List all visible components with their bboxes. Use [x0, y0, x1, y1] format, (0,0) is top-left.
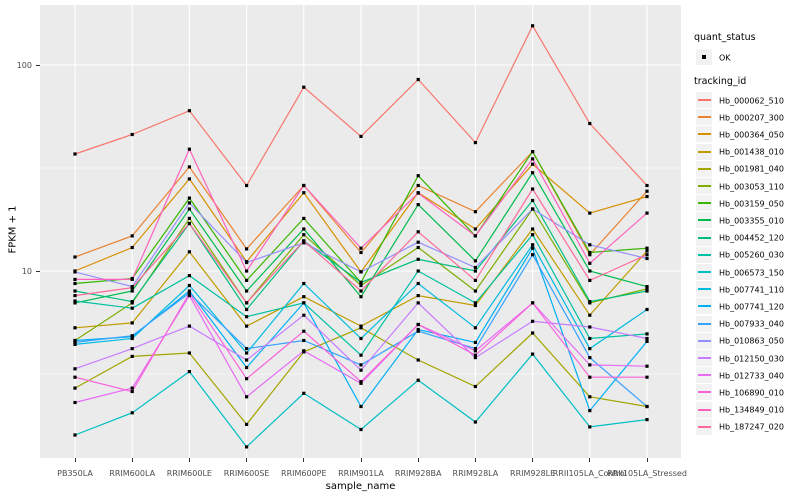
x-axis-tick: [246, 458, 248, 462]
series-line-key-icon: [696, 195, 712, 212]
series-color-line: [697, 391, 711, 394]
x-axis-title: sample_name: [325, 481, 396, 492]
legend-item-label: Hb_000062_510: [719, 96, 784, 105]
y-tick-label: 100: [16, 60, 32, 70]
legend-item-label: Hb_007741_120: [719, 302, 784, 312]
legend-item-label: Hb_010863_050: [719, 336, 784, 346]
legend-item-label: Hb_003159_050: [719, 199, 784, 209]
legend-item-label: Hb_187247_020: [719, 422, 784, 432]
series-line-key-icon: [696, 143, 712, 160]
series-color-line: [697, 374, 711, 377]
series-line-key-icon: [696, 281, 712, 298]
plot-panel: [40, 5, 681, 458]
series-color-line: [697, 133, 711, 136]
legend-item-label: Hb_106890_010: [719, 388, 784, 398]
series-line-key-icon: [696, 418, 712, 435]
series-color-line: [697, 322, 711, 325]
series-line-key-icon: [696, 315, 712, 332]
x-tick-label: RRIM901LA: [338, 469, 384, 478]
x-axis-tick: [646, 458, 648, 462]
series-color-line: [697, 150, 711, 153]
series-line-key-icon: [696, 92, 712, 108]
x-tick-label: RRII105LA_Stressed: [607, 469, 687, 478]
series-line-key-icon: [696, 229, 712, 246]
x-axis-tick: [74, 458, 76, 462]
x-axis-tick: [303, 458, 305, 462]
series-line-key-icon: [696, 212, 712, 229]
series-line-key-icon: [696, 109, 712, 126]
series-line-key-icon: [696, 401, 712, 418]
series-color-line: [697, 408, 711, 411]
series-color-line: [697, 253, 711, 256]
series-color-line: [697, 425, 711, 428]
legend-item-label: Hb_003053_110: [719, 182, 784, 191]
legend-item-label: OK: [719, 53, 731, 62]
x-tick-label: RRII105LA_Control: [552, 469, 627, 478]
x-axis-tick: [360, 458, 362, 462]
series-line-key-icon: [696, 350, 712, 366]
series-line-key-icon: [696, 160, 712, 177]
series-color-line: [697, 99, 711, 101]
x-axis-tick: [417, 458, 419, 462]
series-color-line: [697, 305, 711, 308]
x-tick-label: RRIM600LE: [166, 469, 212, 478]
series-color-line: [697, 185, 711, 187]
legend-item-label: Hb_005260_030: [719, 250, 784, 260]
ok-point-key: [696, 49, 712, 65]
x-axis-tick: [532, 458, 534, 462]
series-color-line: [697, 202, 711, 205]
series-line-key-icon: [696, 246, 712, 263]
series-color-line: [697, 339, 711, 342]
x-tick-label: RRIM928LE: [510, 469, 556, 478]
series-color-line: [697, 219, 711, 222]
x-axis-tick: [474, 458, 476, 462]
x-tick-label: RRIM928LA: [452, 469, 499, 478]
y-tick-label: 10: [21, 266, 32, 276]
x-tick-label: RRIM600SE: [223, 469, 270, 478]
legend-item-label: Hb_012150_030: [719, 354, 784, 363]
y-axis-title: FPKM + 1: [7, 205, 19, 254]
legend-item-label: Hb_000207_300: [719, 113, 784, 123]
y-axis-tick: [36, 64, 40, 66]
series-color-line: [697, 288, 711, 291]
x-tick-label: PB350LA: [57, 469, 93, 478]
plot-canvas: [40, 5, 681, 458]
legend-item-label: Hb_012733_040: [719, 371, 784, 381]
series-color-line: [697, 116, 711, 119]
legend-title-tracking-id: tracking_id: [694, 76, 747, 87]
series-color-line: [697, 271, 711, 273]
legend-item-label: Hb_006573_150: [719, 268, 784, 277]
x-tick-label: RRIM928BA: [394, 469, 442, 478]
x-tick-label: RRIM600PE: [281, 469, 327, 478]
x-tick-label: RRIM600LA: [109, 469, 156, 478]
legend-item-label: Hb_007741_110: [719, 285, 784, 295]
series-line-key-icon: [696, 384, 712, 401]
series-line-key-icon: [696, 126, 712, 143]
series-line-key-icon: [696, 264, 712, 280]
legend-item-label: Hb_007933_040: [719, 319, 784, 329]
legend-item-label: Hb_001438_010: [719, 147, 784, 157]
series-color-line: [697, 167, 711, 170]
x-axis-tick: [131, 458, 133, 462]
series-color-line: [697, 236, 711, 239]
series-line-key-icon: [696, 178, 712, 194]
legend-item-label: Hb_134849_010: [719, 405, 784, 415]
series-line-key-icon: [696, 367, 712, 384]
black-square-point-icon: [702, 55, 706, 59]
x-axis-tick: [589, 458, 591, 462]
legend-item-label: Hb_004452_120: [719, 233, 784, 243]
legend-item-label: Hb_003355_010: [719, 216, 784, 226]
series-color-line: [697, 357, 711, 359]
legend-item-label: Hb_000364_050: [719, 130, 784, 140]
legend-item-label: Hb_001981_040: [719, 164, 784, 174]
series-line-key-icon: [696, 332, 712, 349]
y-axis-tick: [36, 270, 40, 272]
series-line-key-icon: [696, 298, 712, 315]
legend-title-quant-status: quant_status: [694, 32, 756, 43]
x-axis-tick: [188, 458, 190, 462]
